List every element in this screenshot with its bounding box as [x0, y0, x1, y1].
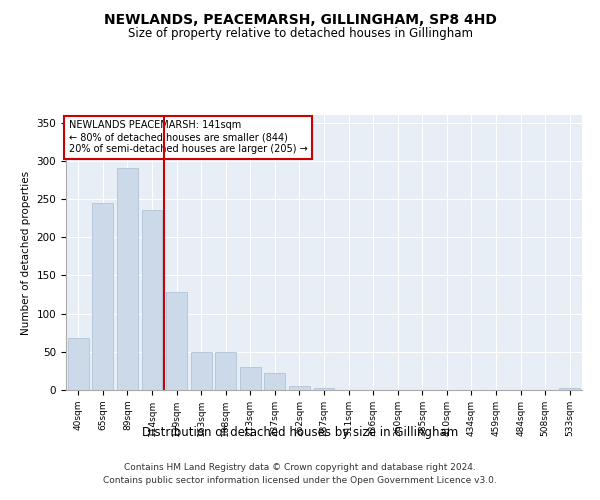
Bar	[240, 367, 261, 390]
Bar	[191, 352, 212, 390]
Bar	[265, 373, 286, 390]
Bar	[314, 388, 334, 390]
Bar	[142, 210, 163, 390]
Text: Contains public sector information licensed under the Open Government Licence v3: Contains public sector information licen…	[103, 476, 497, 485]
Y-axis label: Number of detached properties: Number of detached properties	[21, 170, 31, 334]
Text: NEWLANDS, PEACEMARSH, GILLINGHAM, SP8 4HD: NEWLANDS, PEACEMARSH, GILLINGHAM, SP8 4H…	[104, 12, 496, 26]
Bar	[92, 203, 113, 390]
Bar	[215, 352, 236, 390]
Bar	[117, 168, 138, 390]
Bar	[559, 388, 580, 390]
Text: NEWLANDS PEACEMARSH: 141sqm
← 80% of detached houses are smaller (844)
20% of se: NEWLANDS PEACEMARSH: 141sqm ← 80% of det…	[68, 120, 307, 154]
Bar	[289, 386, 310, 390]
Text: Contains HM Land Registry data © Crown copyright and database right 2024.: Contains HM Land Registry data © Crown c…	[124, 464, 476, 472]
Bar	[68, 338, 89, 390]
Bar	[166, 292, 187, 390]
Text: Distribution of detached houses by size in Gillingham: Distribution of detached houses by size …	[142, 426, 458, 439]
Text: Size of property relative to detached houses in Gillingham: Size of property relative to detached ho…	[128, 28, 473, 40]
